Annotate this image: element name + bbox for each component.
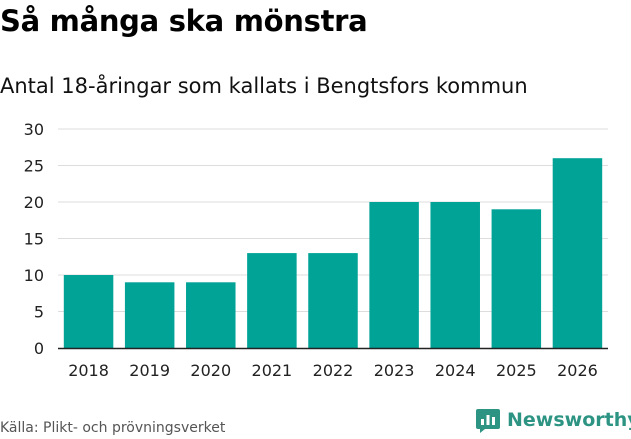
x-tick-label: 2020 bbox=[190, 361, 231, 380]
y-tick-label: 25 bbox=[24, 157, 44, 176]
brand-name: Newsworthy bbox=[507, 409, 631, 431]
bar[interactable] bbox=[369, 202, 419, 348]
y-tick-label: 5 bbox=[34, 303, 44, 322]
x-tick-label: 2025 bbox=[496, 361, 537, 380]
y-tick-label: 20 bbox=[24, 193, 44, 212]
bar[interactable] bbox=[430, 202, 480, 348]
bar[interactable] bbox=[186, 282, 236, 348]
y-tick-label: 10 bbox=[24, 266, 44, 285]
bar[interactable] bbox=[308, 253, 358, 348]
bar[interactable] bbox=[63, 275, 114, 348]
newsworthy-logo-icon bbox=[476, 409, 500, 433]
bar[interactable] bbox=[124, 282, 175, 348]
y-tick-label: 0 bbox=[34, 339, 44, 358]
bar[interactable] bbox=[247, 253, 297, 348]
chart-title: Så många ska mönstra bbox=[0, 4, 368, 38]
bar[interactable] bbox=[552, 158, 603, 348]
bars bbox=[63, 158, 603, 348]
x-tick-label: 2024 bbox=[435, 361, 476, 380]
x-tick-label: 2022 bbox=[313, 361, 354, 380]
bar[interactable] bbox=[491, 209, 542, 348]
x-axis-ticks: 2018 2019 2020 2021 2022 2023 2024 2025 2026 bbox=[68, 361, 598, 380]
chart-subtitle: Antal 18-åringar som kallats i Bengtsfor… bbox=[0, 74, 528, 98]
x-tick-label: 2026 bbox=[557, 361, 598, 380]
y-tick-label: 30 bbox=[24, 120, 44, 139]
y-tick-label: 15 bbox=[24, 230, 44, 249]
x-tick-label: 2018 bbox=[68, 361, 109, 380]
x-tick-label: 2023 bbox=[374, 361, 415, 380]
y-axis-ticks: 0 5 10 15 20 25 30 bbox=[24, 120, 44, 358]
x-tick-label: 2019 bbox=[129, 361, 170, 380]
x-tick-label: 2021 bbox=[252, 361, 293, 380]
brand-logo[interactable]: Newsworthy bbox=[475, 407, 631, 433]
source-note: Källa: Plikt- och prövningsverket bbox=[0, 420, 226, 436]
